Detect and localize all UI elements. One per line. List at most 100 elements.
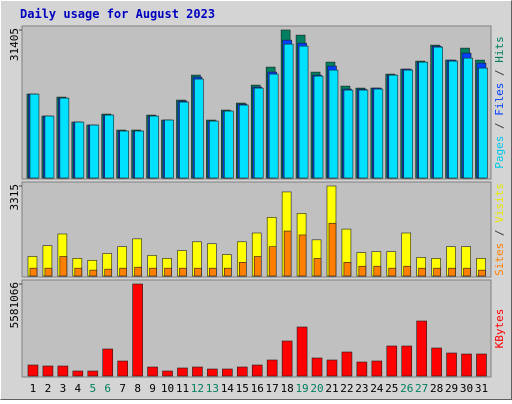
bar bbox=[89, 124, 100, 179]
bar bbox=[238, 104, 249, 179]
x-tick-label: 11 bbox=[176, 382, 189, 395]
bar bbox=[358, 89, 369, 179]
bar bbox=[343, 262, 352, 277]
legend-separator: / bbox=[493, 116, 506, 136]
x-tick-label: 3 bbox=[60, 382, 67, 395]
bar bbox=[179, 101, 189, 179]
x-tick-label: 22 bbox=[340, 382, 353, 395]
x-tick-label: 14 bbox=[221, 382, 235, 395]
bar bbox=[298, 234, 307, 277]
bar bbox=[386, 345, 398, 377]
bar bbox=[209, 120, 219, 179]
bar bbox=[433, 46, 443, 179]
bar bbox=[371, 360, 383, 377]
bar bbox=[134, 266, 142, 277]
x-tick-label: 28 bbox=[430, 382, 443, 395]
bar bbox=[74, 121, 85, 179]
bar bbox=[57, 365, 69, 377]
bar bbox=[117, 360, 128, 377]
bar bbox=[446, 352, 457, 377]
bar bbox=[29, 93, 40, 179]
bar bbox=[224, 267, 232, 277]
bar bbox=[326, 359, 338, 377]
legend-entry: Files bbox=[493, 83, 506, 116]
x-tick-label: 30 bbox=[460, 382, 473, 395]
bar bbox=[179, 267, 187, 277]
bar bbox=[463, 267, 471, 277]
bar bbox=[44, 267, 53, 277]
x-tick-label: 21 bbox=[325, 382, 338, 395]
bar bbox=[238, 262, 247, 277]
x-tick-label: 29 bbox=[445, 382, 458, 395]
bar bbox=[149, 267, 157, 277]
x-tick-label: 31 bbox=[475, 382, 488, 395]
bar bbox=[119, 130, 129, 179]
bar bbox=[89, 269, 98, 277]
bar bbox=[311, 357, 323, 377]
x-tick-label: 24 bbox=[370, 382, 384, 395]
bar bbox=[373, 88, 384, 179]
bar bbox=[149, 115, 159, 179]
x-tick-label: 19 bbox=[295, 382, 308, 395]
bar bbox=[463, 57, 473, 179]
bar bbox=[358, 265, 367, 277]
x-tick-label: 18 bbox=[281, 382, 294, 395]
x-tick-label: 2 bbox=[45, 382, 52, 395]
series-legend: KBytes bbox=[493, 309, 506, 349]
bar bbox=[283, 230, 292, 277]
y-tick-label: 31405 bbox=[8, 28, 21, 61]
bar bbox=[388, 267, 397, 277]
bar bbox=[356, 361, 368, 377]
bar bbox=[313, 258, 322, 277]
bar bbox=[268, 73, 279, 179]
x-tick-label: 4 bbox=[75, 382, 82, 395]
bar bbox=[102, 348, 114, 377]
bar bbox=[194, 78, 204, 179]
bar bbox=[476, 353, 487, 377]
bar bbox=[328, 222, 337, 277]
x-tick-label: 10 bbox=[161, 382, 174, 395]
bar bbox=[433, 267, 441, 277]
chart-title: Daily usage for August 2023 bbox=[20, 7, 215, 21]
bar bbox=[461, 353, 472, 377]
x-tick-label: 8 bbox=[134, 382, 141, 395]
bar bbox=[209, 267, 217, 277]
bar bbox=[268, 246, 277, 277]
bar bbox=[341, 351, 353, 377]
bar bbox=[403, 69, 414, 179]
bar bbox=[478, 67, 488, 179]
bar bbox=[119, 267, 127, 277]
x-tick-label: 17 bbox=[266, 382, 279, 395]
bar bbox=[448, 267, 456, 277]
y-tick-label: 3315 bbox=[8, 184, 21, 211]
bar bbox=[42, 365, 54, 377]
bar bbox=[29, 267, 38, 277]
x-tick-label: 23 bbox=[355, 382, 368, 395]
bar bbox=[132, 283, 143, 377]
x-tick-label: 25 bbox=[385, 382, 398, 395]
bar bbox=[222, 368, 233, 377]
bar bbox=[177, 367, 188, 377]
bar bbox=[266, 359, 278, 377]
bar bbox=[418, 61, 428, 179]
legend-separator: / bbox=[493, 223, 506, 243]
bar bbox=[87, 370, 99, 377]
bar bbox=[296, 326, 308, 377]
bar bbox=[236, 366, 248, 377]
bar bbox=[416, 320, 427, 377]
legend-entry: KBytes bbox=[493, 309, 506, 349]
legend-entry: Pages bbox=[493, 136, 506, 169]
bar bbox=[328, 69, 339, 179]
bar bbox=[134, 130, 144, 179]
bar bbox=[448, 60, 458, 179]
x-tick-label: 27 bbox=[415, 382, 428, 395]
x-tick-label: 6 bbox=[104, 382, 111, 395]
x-tick-label: 12 bbox=[191, 382, 204, 395]
bar bbox=[418, 267, 426, 277]
bar bbox=[192, 366, 203, 377]
legend-separator: / bbox=[493, 63, 506, 83]
x-tick-label: 9 bbox=[149, 382, 156, 395]
x-tick-label: 20 bbox=[310, 382, 323, 395]
legend-entry: Sites bbox=[493, 243, 506, 276]
